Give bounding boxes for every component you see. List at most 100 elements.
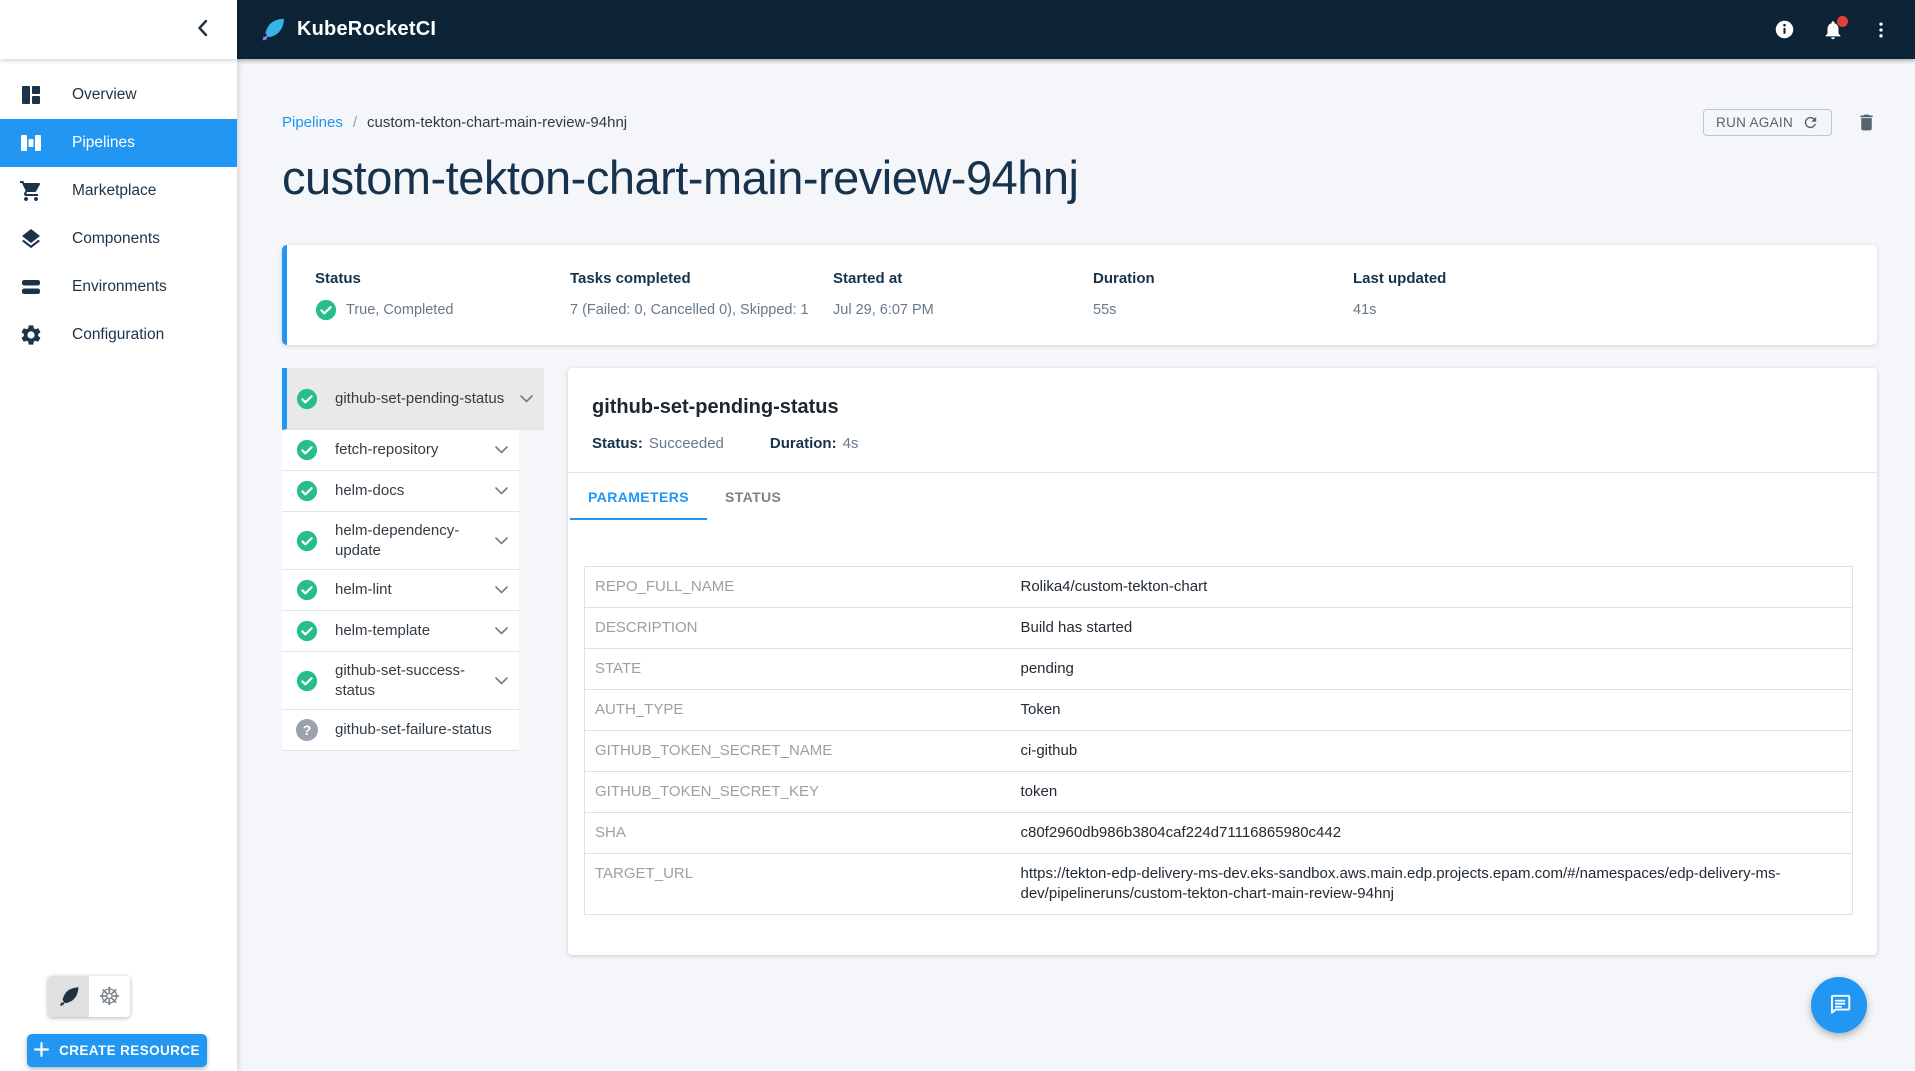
status-column-label: Status [315,270,361,287]
task-list-item[interactable]: ? github-set-pending-status [282,368,544,430]
tasks-completed-label: Tasks completed [570,270,691,287]
pipeline-status-card: Status True, Completed Tasks completed 7… [282,245,1877,345]
info-button[interactable] [1774,19,1795,40]
breadcrumb-row: Pipelines / custom-tekton-chart-main-rev… [282,109,1877,136]
task-name: helm-lint [335,581,392,599]
task-status-icon: ? [296,530,318,552]
chevron-down-icon[interactable] [520,394,534,403]
task-name: helm-template [335,622,431,640]
topbar: KubeRocketCI [237,0,1915,59]
trash-icon [1860,114,1873,131]
sidebar-item-marketplace[interactable]: Marketplace [0,167,237,215]
app-title: KubeRocketCI [297,18,437,40]
unknown-question-icon: ? [296,719,318,741]
success-check-icon [296,670,318,691]
task-status-icon: ? [296,579,318,601]
breadcrumb-current: custom-tekton-chart-main-review-94hnj [367,114,628,131]
parameter-row: TARGET_URL https://tekton-edp-delivery-m… [584,853,1853,915]
parameter-row: GITHUB_TOKEN_SECRET_NAME ci-github [584,730,1853,772]
chevron-down-icon[interactable] [495,446,509,454]
krci-view-toggle-button[interactable] [48,976,89,1017]
create-resource-button[interactable]: CREATE RESOURCE [27,1034,207,1067]
sidebar-collapse-button[interactable] [196,19,209,40]
parameter-row: SHA c80f2960db986b3804caf224d71116865980… [584,812,1853,854]
pipelines-icon [21,135,41,151]
chat-fab-button[interactable] [1811,977,1867,1033]
task-status-label: Status: [592,435,643,452]
success-check-icon [296,439,318,461]
task-name: github-set-failure-status [335,721,492,739]
delete-pipeline-button[interactable] [1856,112,1877,133]
task-list-item[interactable]: ? github-set-success-status [282,652,519,710]
task-status-icon: ? [296,620,318,642]
task-detail-tabs: PARAMETERS STATUS [568,472,1877,520]
create-resource-label: CREATE RESOURCE [59,1043,200,1058]
sidebar-item-configuration[interactable]: Configuration [0,311,237,359]
tasks-completed-value: 7 (Failed: 0, Cancelled 0), Skipped: 1 [570,302,809,318]
chevron-down-icon[interactable] [495,586,509,594]
sidebar-item-label: Environments [72,278,167,295]
bell-icon [1825,20,1841,39]
sidebar-item-label: Marketplace [72,182,157,199]
notifications-button[interactable] [1822,15,1848,41]
parameter-value: Rolika4/custom-tekton-chart [1010,566,1853,608]
parameter-value: token [1010,771,1853,813]
task-list-item[interactable]: ? github-set-failure-status [282,710,519,751]
task-list-item[interactable]: ? helm-dependency-update [282,512,519,570]
tab-parameters[interactable]: PARAMETERS [570,473,707,520]
task-list-item[interactable]: ? helm-docs [282,471,519,512]
kebab-menu-button[interactable] [1871,20,1891,40]
parameter-value: c80f2960db986b3804caf224d71116865980c442 [1010,812,1853,854]
parameter-key: DESCRIPTION [584,607,1011,649]
parameter-key: GITHUB_TOKEN_SECRET_NAME [584,730,1011,772]
view-toggle-group: ☸ [48,976,130,1017]
overview-icon [22,86,40,104]
breadcrumb: Pipelines / custom-tekton-chart-main-rev… [282,114,627,131]
sidebar-item-pipelines[interactable]: Pipelines [0,119,237,167]
sidebar-header [0,0,237,59]
last-updated-value: 41s [1353,302,1377,318]
chevron-down-icon[interactable] [495,627,509,635]
run-again-label: RUN AGAIN [1716,115,1793,130]
sidebar-item-components[interactable]: Components [0,215,237,263]
gear-icon [21,325,41,345]
parameter-key: AUTH_TYPE [584,689,1011,731]
parameter-row: GITHUB_TOKEN_SECRET_KEY token [584,771,1853,813]
info-icon [1775,20,1794,39]
kubernetes-view-toggle-button[interactable]: ☸ [89,976,130,1017]
sidebar-item-label: Overview [72,86,137,103]
last-updated-label: Last updated [1353,270,1447,287]
task-duration-label: Duration: [769,435,837,452]
task-list-item[interactable]: ? fetch-repository [282,430,519,471]
refresh-icon [1804,116,1817,129]
task-list-item[interactable]: ? helm-lint [282,570,519,611]
main-area: KubeRocketCI [237,0,1915,1071]
sidebar-nav: Overview Pipelines Marketplace Component… [0,59,237,359]
last-updated-column: Last updated 41s [1353,270,1446,345]
tasks-completed-column: Tasks completed 7 (Failed: 0, Cancelled … [570,270,833,345]
task-status-pair: Status: Succeeded [592,435,724,452]
sidebar-item-overview[interactable]: Overview [0,71,237,119]
task-list-item[interactable]: ? helm-template [282,611,519,652]
chat-bubble-icon [1830,994,1851,1014]
chevron-left-icon [196,19,209,40]
notification-badge [1837,15,1848,27]
cart-icon [20,181,41,201]
chevron-down-icon[interactable] [495,536,509,545]
chevron-down-icon[interactable] [495,487,509,495]
sidebar-item-label: Pipelines [72,134,135,151]
task-name: fetch-repository [335,441,439,459]
rocket-feather-logo-icon [262,18,285,40]
tab-status[interactable]: STATUS [707,473,799,520]
plus-icon [34,1041,50,1060]
parameter-value: Token [1010,689,1853,731]
chevron-down-icon[interactable] [495,676,509,685]
parameters-table-body: REPO_FULL_NAME Rolika4/custom-tekton-cha… [584,566,1853,915]
run-again-button[interactable]: RUN AGAIN [1703,109,1832,136]
breadcrumb-pipelines-link[interactable]: Pipelines [282,114,343,131]
feather-icon [59,986,78,1006]
sidebar-item-environments[interactable]: Environments [0,263,237,311]
parameter-value: ci-github [1010,730,1853,772]
topbar-actions [1774,15,1891,41]
